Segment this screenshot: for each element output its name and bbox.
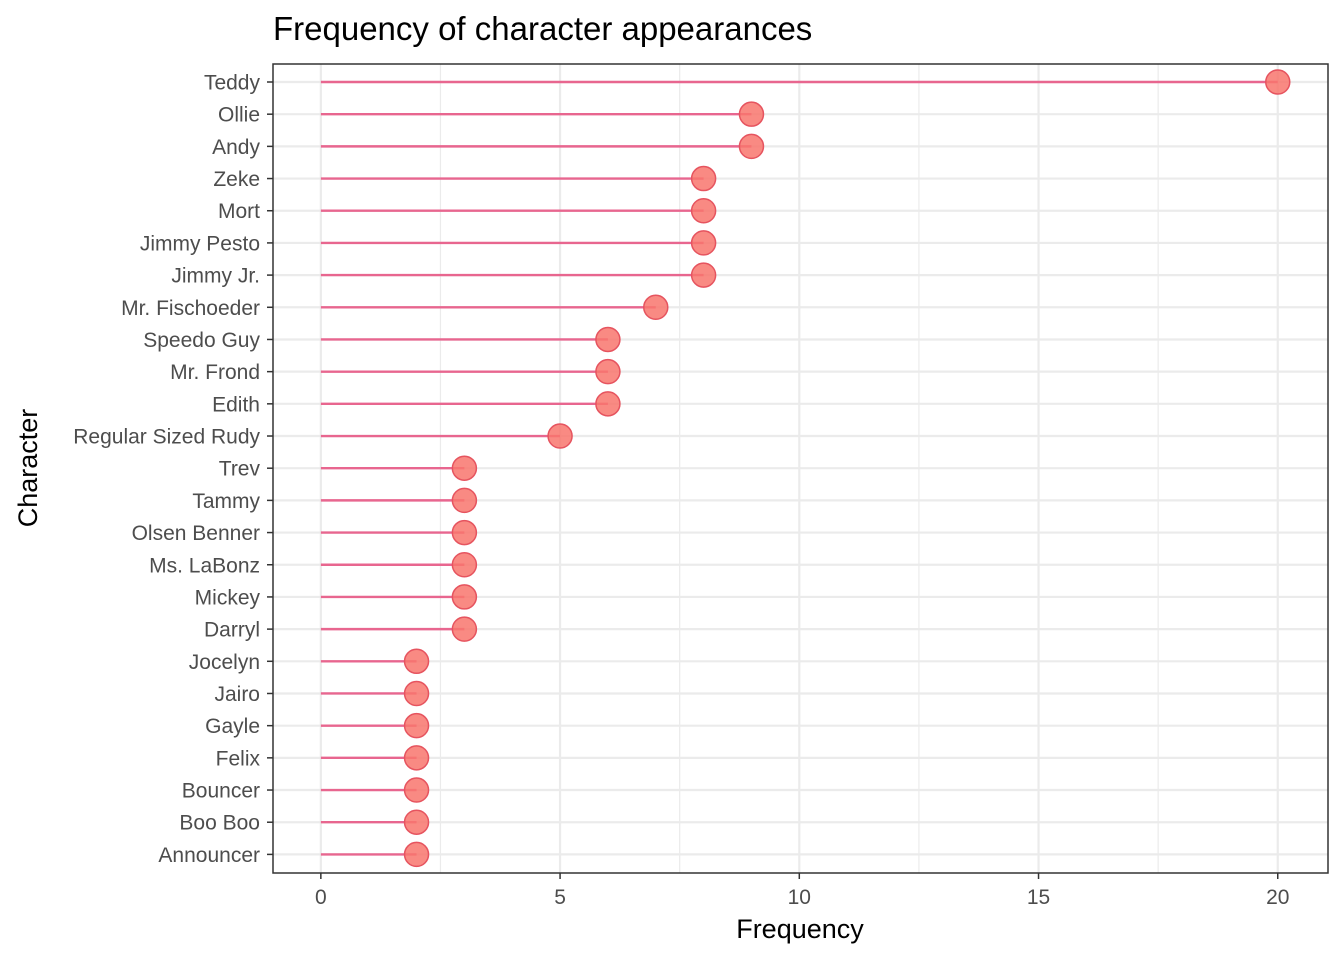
y-tick-label: Edith <box>212 393 260 416</box>
y-axis: Teddy Ollie Andy Zeke Mort Jimmy Pesto Jimmy J… <box>73 72 273 867</box>
lollipop-point <box>690 262 717 288</box>
lollipop-point <box>547 423 573 449</box>
chart-title: Frequency of character appearances <box>273 10 812 47</box>
lollipop-point <box>690 230 717 256</box>
lollipop-point <box>690 197 717 224</box>
lollipop-point <box>643 294 669 321</box>
lollipop-points <box>403 69 1291 868</box>
y-tick-label: Mickey <box>195 586 261 609</box>
x-tick-label: 0 <box>315 886 327 909</box>
y-tick-label: Andy <box>212 136 260 159</box>
y-tick-label: Tammy <box>192 490 260 513</box>
y-tick-label: Teddy <box>204 72 261 95</box>
lollipop-point <box>451 487 478 514</box>
y-tick-label: Trev <box>219 458 261 481</box>
lollipop-point <box>403 745 430 771</box>
y-axis-title: Character <box>13 409 43 528</box>
lollipop-point <box>595 326 621 353</box>
y-tick-label: Mort <box>218 200 260 223</box>
y-tick-label: Mr. Frond <box>170 361 260 384</box>
y-tick-label: Speedo Guy <box>143 329 260 352</box>
y-tick-label: Jocelyn <box>189 651 260 674</box>
y-tick-label: Gayle <box>205 715 260 738</box>
y-tick-label: Darryl <box>204 619 260 642</box>
lollipop-point <box>403 809 430 835</box>
y-tick-label: Jimmy Jr. <box>171 265 260 288</box>
lollipop-point <box>595 391 621 417</box>
lollipop-point <box>403 841 430 868</box>
lollipop-stems <box>320 80 1278 856</box>
lollipop-point <box>403 680 430 707</box>
y-tick-label: Jimmy Pesto <box>140 232 260 255</box>
lollipop-point <box>690 165 717 192</box>
y-tick-label: Regular Sized Rudy <box>73 426 260 449</box>
lollipop-point <box>403 777 430 803</box>
y-tick-label: Bouncer <box>182 780 260 803</box>
y-tick-label: Olsen Benner <box>132 522 260 545</box>
y-tick-label: Boo Boo <box>179 812 260 835</box>
lollipop-point <box>403 712 430 739</box>
y-tick-label: Ollie <box>218 104 260 127</box>
lollipop-point <box>595 358 621 385</box>
y-tick-label: Announcer <box>158 844 260 867</box>
y-tick-label: Felix <box>216 747 261 770</box>
lollipop-point <box>451 616 478 642</box>
x-tick-label: 5 <box>554 886 566 909</box>
lollipop-point <box>451 519 478 546</box>
lollipop-point <box>738 101 765 127</box>
x-tick-label: 10 <box>788 886 811 909</box>
y-tick-label: Jairo <box>214 683 260 706</box>
y-tick-label: Ms. LaBonz <box>149 554 260 577</box>
lollipop-point <box>451 455 478 481</box>
x-axis-title: Frequency <box>736 914 864 944</box>
y-tick-label: Zeke <box>213 168 260 191</box>
lollipop-point <box>451 584 478 610</box>
y-tick-label: Mr. Fischoeder <box>121 297 260 320</box>
x-tick-label: 15 <box>1027 886 1050 909</box>
x-axis: 0 5 10 15 20 <box>315 873 1289 909</box>
lollipop-point <box>451 552 478 578</box>
lollipop-point <box>1265 69 1291 95</box>
lollipop-point <box>403 648 430 675</box>
x-tick-label: 20 <box>1266 886 1289 909</box>
lollipop-point <box>738 133 765 160</box>
